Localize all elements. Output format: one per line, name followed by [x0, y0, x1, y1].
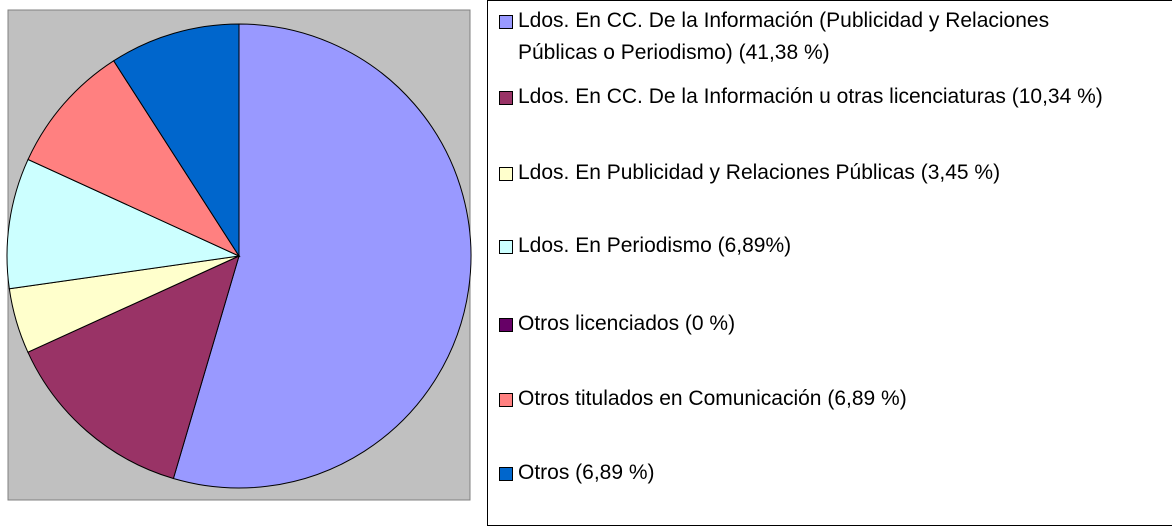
- legend-label: Ldos. En CC. De la Información u otras l…: [518, 85, 1103, 108]
- legend-swatch: [499, 15, 513, 29]
- pie-slice: [6, 158, 241, 290]
- legend-label: Ldos. En Publicidad y Relaciones Pública…: [518, 161, 1001, 184]
- legend-swatch: [499, 393, 513, 407]
- legend-entry: Ldos. En Publicidad y Relaciones Pública…: [498, 157, 1128, 189]
- legend-entry: Ldos. En CC. De la Información u otras l…: [498, 81, 1128, 113]
- legend-entry: Otros titulados en Comunicación (6,89 %): [498, 383, 1128, 415]
- pie-slice: [27, 60, 241, 258]
- pie-slice: [172, 23, 472, 489]
- plot: [6, 9, 472, 501]
- legend-swatch: [499, 91, 513, 105]
- legend-label: Otros titulados en Comunicación (6,89 %): [518, 387, 907, 410]
- legend: Ldos. En CC. De la Información (Publicid…: [487, 0, 1172, 526]
- legend-swatch: [499, 167, 513, 181]
- legend-entry: Otros (6,89 %): [498, 457, 1128, 489]
- legend-entry: Ldos. En Periodismo (6,89%): [498, 230, 1128, 262]
- legend-swatch: [499, 318, 513, 332]
- legend-entry: Ldos. En CC. De la Información (Publicid…: [498, 5, 1128, 69]
- legend-swatch: [499, 467, 513, 481]
- pie-slice: [27, 255, 240, 480]
- legend-entry: Otros licenciados (0 %): [498, 308, 1128, 340]
- legend-label: Ldos. En CC. De la Información (Publicid…: [518, 9, 1050, 64]
- legend-label: Otros (6,89 %): [518, 461, 655, 484]
- legend-label: Otros licenciados (0 %): [518, 312, 736, 335]
- legend-label: Ldos. En Periodismo (6,89%): [518, 234, 792, 257]
- legend-swatch: [499, 240, 513, 254]
- pie-slice: [112, 23, 240, 258]
